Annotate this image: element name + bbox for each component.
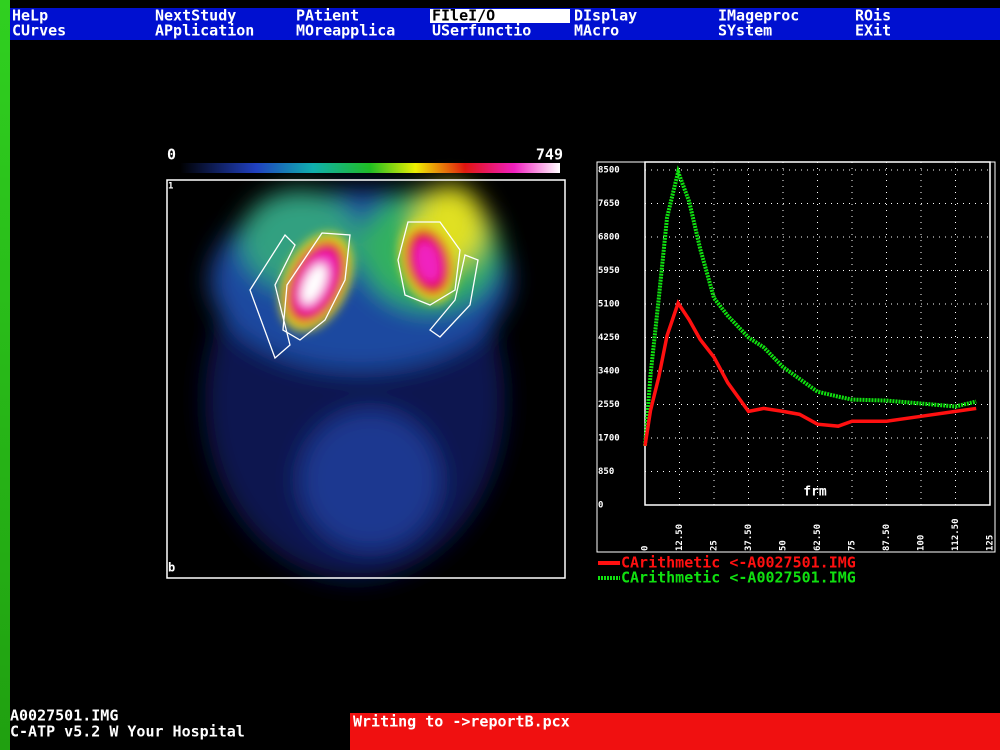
legend-entry: CArithmetic <-A0027501.IMG: [621, 554, 856, 572]
color-bar: [180, 163, 560, 173]
menu-item[interactable]: SYstem: [718, 22, 772, 40]
menu-item[interactable]: HeLp: [12, 7, 48, 25]
menu-item[interactable]: USerfunctio: [432, 22, 531, 40]
y-tick-label: 4250: [598, 333, 620, 343]
y-tick-label: 5100: [598, 300, 620, 310]
menu-item[interactable]: PAtient: [296, 7, 359, 25]
status-cursor: _: [10, 737, 20, 750]
side-strip: [0, 0, 10, 750]
menu-item[interactable]: APplication: [155, 22, 254, 40]
menu-item[interactable]: DIsplay: [574, 7, 637, 25]
x-tick-label: 50: [779, 540, 789, 551]
x-tick-label: 25: [710, 540, 720, 551]
y-tick-label: 5950: [598, 266, 620, 276]
y-tick-label: 850: [598, 467, 614, 477]
menu-item[interactable]: CUrves: [12, 22, 66, 40]
y-tick-label: 1700: [598, 434, 620, 444]
menu-item[interactable]: MAcro: [574, 22, 619, 40]
legend-entry: CArithmetic <-A0027501.IMG: [621, 569, 856, 587]
x-tick-label: 112.50: [951, 518, 961, 551]
y-tick-label: 6800: [598, 233, 620, 243]
x-tick-label: 37.50: [744, 524, 754, 551]
image-corner: 1: [168, 182, 173, 192]
chart: 0850170025503400425051005950680076508500…: [598, 162, 996, 587]
scale-min: 0: [167, 146, 176, 164]
y-tick-label: 0: [598, 501, 603, 511]
status-file: A0027501.IMG: [10, 707, 118, 725]
menu-item[interactable]: MOreapplica: [296, 22, 395, 40]
scan-image: [166, 179, 566, 580]
curve: [643, 165, 977, 447]
y-tick-label: 7650: [598, 199, 620, 209]
x-tick-label: 87.50: [882, 524, 892, 551]
curve: [643, 299, 977, 447]
y-tick-label: 2550: [598, 400, 620, 410]
menu-item[interactable]: IMageproc: [718, 7, 799, 25]
x-tick-label: 75: [848, 540, 858, 551]
menu-item[interactable]: FIleI/O: [432, 7, 495, 25]
x-tick-label: 125: [986, 535, 996, 551]
x-tick-label: 62.50: [813, 524, 823, 551]
image-corner: b: [168, 561, 175, 575]
status-app: C-ATP v5.2 W Your Hospital: [10, 723, 245, 741]
menu-highlight: [430, 9, 570, 23]
menu: HeLp NextStudy PAtient FIleI/O DIsplay IMagep…: [12, 7, 891, 40]
x-tick-label: 100: [917, 535, 927, 551]
x-tick-label: 12.50: [675, 524, 685, 551]
menu-item[interactable]: ROis: [855, 7, 891, 25]
scale-max: 749: [536, 146, 563, 164]
status-message: Writing to ->reportB.pcx: [353, 713, 570, 731]
message-bar: [350, 713, 1000, 750]
x-axis-label: frm: [803, 485, 827, 500]
menu-item[interactable]: EXit: [855, 22, 891, 40]
x-tick-label: 0: [641, 546, 651, 551]
y-tick-label: 3400: [598, 367, 620, 377]
y-tick-label: 8500: [598, 166, 620, 176]
menu-item[interactable]: NextStudy: [155, 7, 236, 25]
chart-frame: [596, 161, 996, 553]
